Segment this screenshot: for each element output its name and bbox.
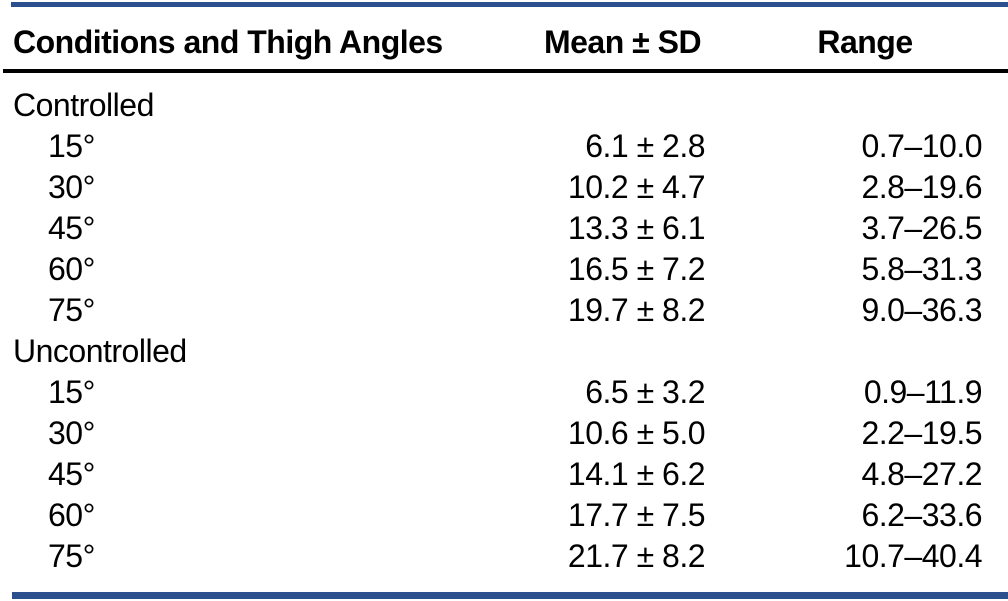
section-label: Uncontrolled <box>13 333 187 369</box>
table-row: 45° 13.3 ± 6.1 3.7–26.5 <box>0 208 1008 249</box>
thigh-angle-label: 45° <box>48 210 95 246</box>
table-row: 60° 17.7 ± 7.5 6.2–33.6 <box>0 495 1008 536</box>
table-body: Controlled 15° 6.1 ± 2.8 0.7–10.0 30° 10.2 ± … <box>0 85 1008 577</box>
mean-sd-value: 6.1 ± 2.8 <box>585 128 705 164</box>
mean-sd-value: 21.7 ± 8.2 <box>567 538 706 574</box>
table-row: 60° 16.5 ± 7.2 5.8–31.3 <box>0 249 1008 290</box>
thigh-angle-label: 15° <box>48 128 95 164</box>
thigh-angle-label: 75° <box>48 538 95 574</box>
table-row: 45° 14.1 ± 6.2 4.8–27.2 <box>0 454 1008 495</box>
thigh-angle-label: 15° <box>48 374 95 410</box>
thigh-angle-label: 30° <box>48 169 95 205</box>
range-value: 10.7–40.4 <box>844 538 982 574</box>
mean-sd-value: 17.7 ± 7.5 <box>567 497 706 533</box>
bottom-accent-bar <box>12 592 1008 599</box>
mean-sd-value: 16.5 ± 7.2 <box>567 251 706 287</box>
mean-sd-value: 14.1 ± 6.2 <box>567 456 706 492</box>
thigh-angle-label: 45° <box>48 456 95 492</box>
mean-sd-value: 19.7 ± 8.2 <box>567 292 706 328</box>
table-row: 30° 10.6 ± 5.0 2.2–19.5 <box>0 413 1008 454</box>
header-rule <box>3 69 1008 73</box>
column-header-conditions: Conditions and Thigh Angles <box>13 24 443 60</box>
range-value: 5.8–31.3 <box>861 251 982 287</box>
range-value: 4.8–27.2 <box>861 456 982 492</box>
mean-sd-value: 10.6 ± 5.0 <box>567 415 706 451</box>
range-value: 0.7–10.0 <box>861 128 982 164</box>
mean-sd-value: 10.2 ± 4.7 <box>567 169 706 205</box>
table-row: 15° 6.1 ± 2.8 0.7–10.0 <box>0 126 1008 167</box>
thigh-angle-label: 60° <box>48 497 95 533</box>
range-value: 6.2–33.6 <box>861 497 982 533</box>
top-accent-bar <box>11 2 1008 7</box>
thigh-angle-label: 60° <box>48 251 95 287</box>
table-header-row: Conditions and Thigh Angles Mean ± SD Ra… <box>0 22 1008 62</box>
table-row: 75° 19.7 ± 8.2 9.0–36.3 <box>0 290 1008 331</box>
mean-sd-value: 13.3 ± 6.1 <box>567 210 706 246</box>
range-value: 2.2–19.5 <box>861 415 982 451</box>
section-label: Controlled <box>13 87 154 123</box>
table-row: 30° 10.2 ± 4.7 2.8–19.6 <box>0 167 1008 208</box>
range-value: 3.7–26.5 <box>861 210 982 246</box>
table-section-row: Uncontrolled <box>0 331 1008 372</box>
thigh-angle-label: 75° <box>48 292 95 328</box>
table-row: 15° 6.5 ± 3.2 0.9–11.9 <box>0 372 1008 413</box>
range-value: 9.0–36.3 <box>861 292 982 328</box>
range-value: 2.8–19.6 <box>861 169 982 205</box>
column-header-range: Range <box>817 24 913 60</box>
column-header-mean-sd: Mean ± SD <box>543 24 702 60</box>
table-row: 75° 21.7 ± 8.2 10.7–40.4 <box>0 536 1008 577</box>
table-section-row: Controlled <box>0 85 1008 126</box>
mean-sd-value: 6.5 ± 3.2 <box>585 374 705 410</box>
range-value: 0.9–11.9 <box>863 374 983 410</box>
thigh-angle-label: 30° <box>48 415 95 451</box>
